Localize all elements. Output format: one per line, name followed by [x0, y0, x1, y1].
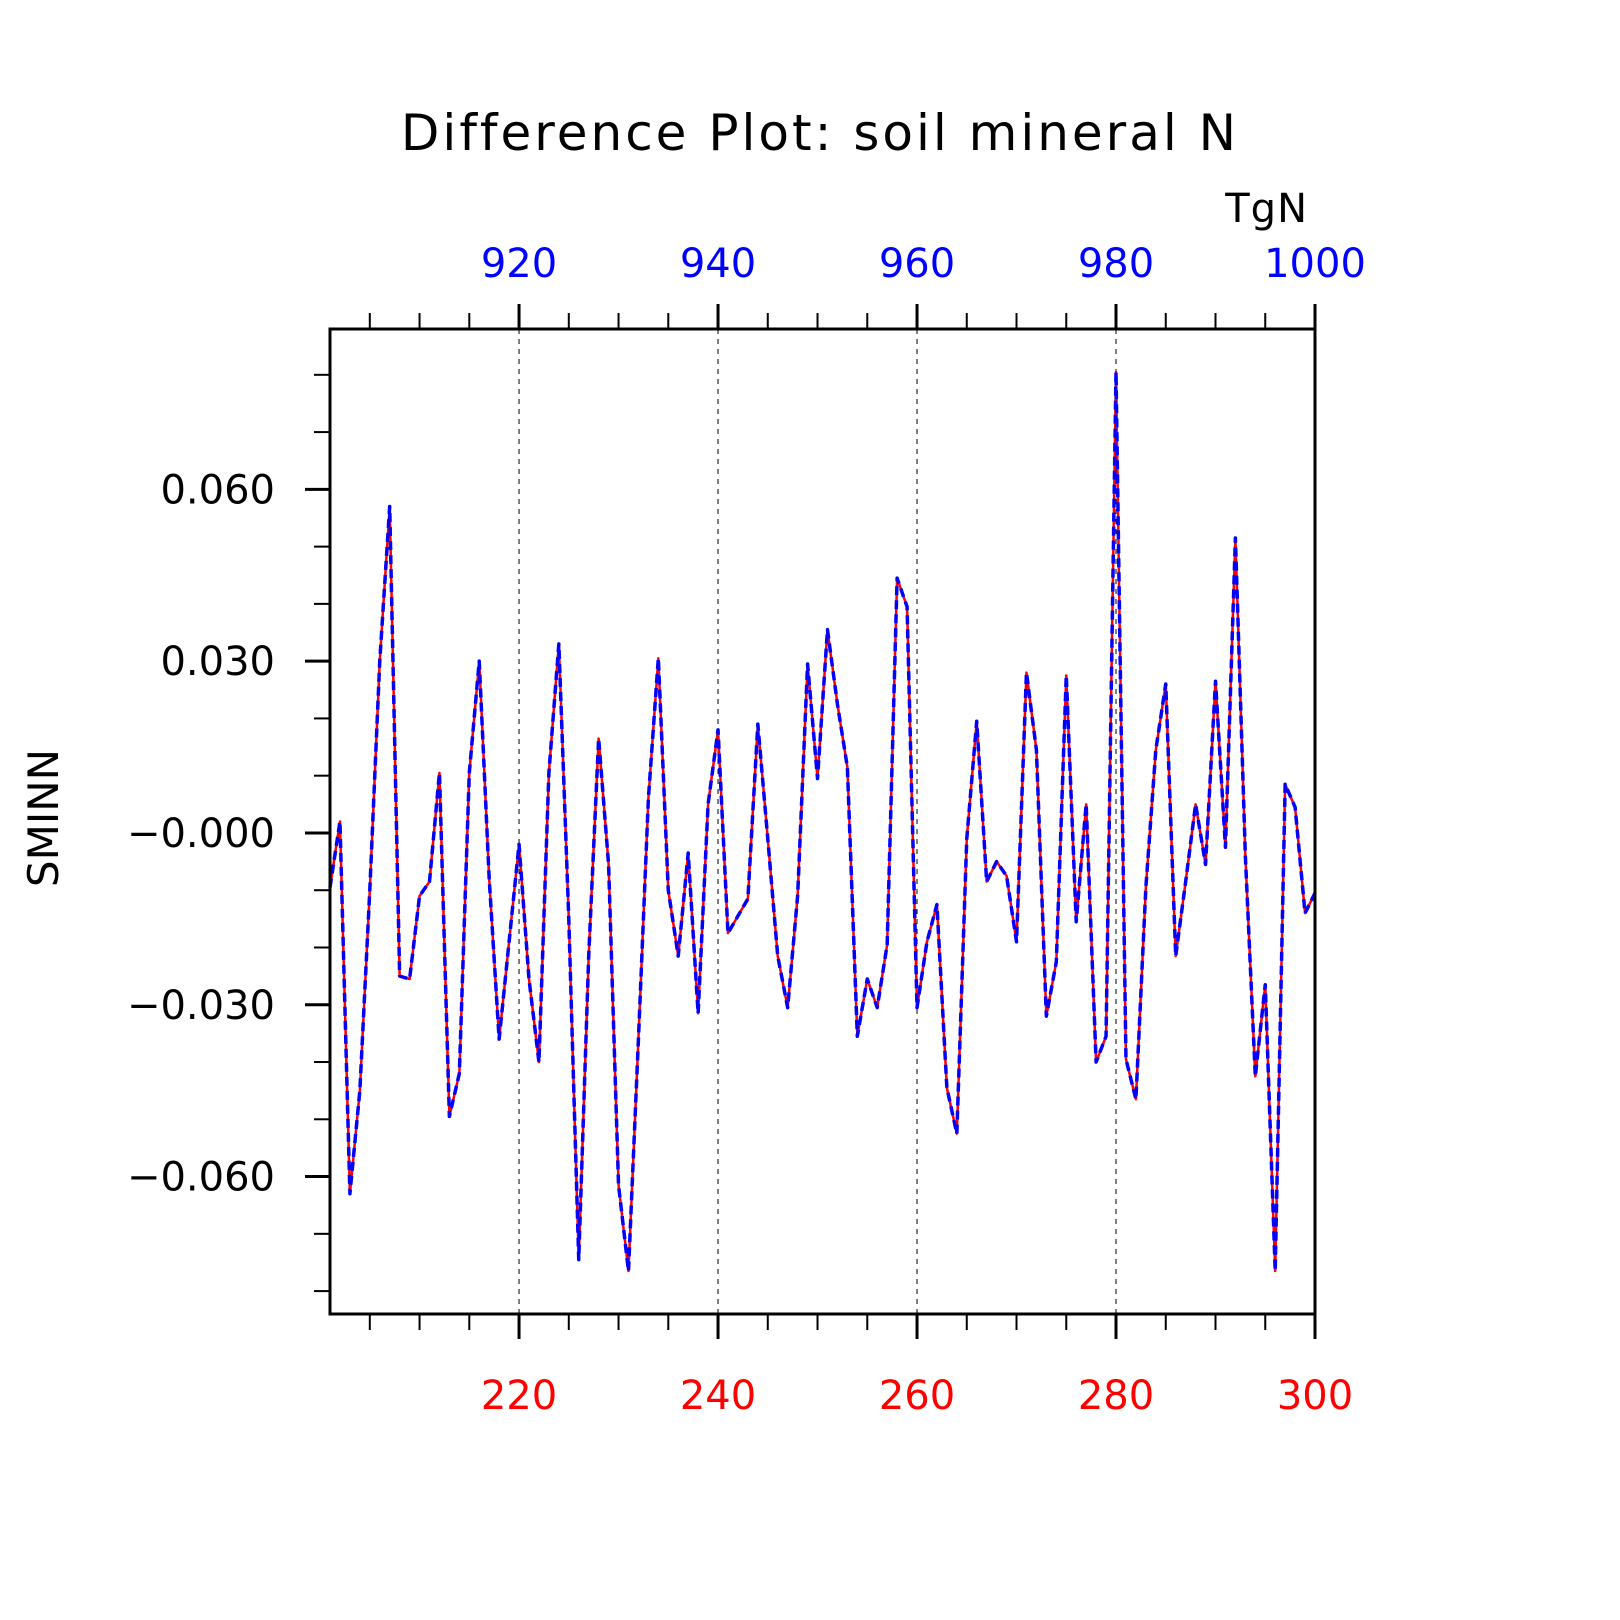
x-tick-label: 280 [1078, 1373, 1154, 1419]
y-axis-label: SMINN [19, 749, 68, 887]
x-tick-label: 260 [879, 1373, 955, 1419]
x2-tick-label: 980 [1078, 241, 1154, 287]
x2-tick-label: 920 [481, 241, 557, 287]
series-line-red-solid [328, 370, 1317, 1273]
y-tick-label: 0.060 [160, 467, 275, 513]
series-lines [328, 370, 1317, 1273]
x-tick-label: 300 [1277, 1373, 1353, 1419]
y-tick-label: −0.000 [127, 811, 275, 857]
units-label: TgN [1224, 186, 1308, 232]
x2-tick-label: 940 [680, 241, 756, 287]
series-line-blue-dashed [328, 370, 1317, 1273]
x-tick-label: 240 [680, 1373, 756, 1419]
grid-lines [518, 329, 1316, 1314]
x2-tick-label: 1000 [1264, 241, 1366, 287]
axis-ticks [305, 304, 1317, 1339]
plot-frame [328, 327, 1317, 1316]
x2-tick-label: 960 [879, 241, 955, 287]
y-tick-label: 0.030 [160, 639, 275, 685]
x-tick-label: 220 [481, 1373, 557, 1419]
y-tick-label: −0.060 [127, 1155, 275, 1201]
y-tick-label: −0.030 [127, 983, 275, 1029]
tick-labels: 220 240 260 280 300 920 940 960 980 1000 0.060 0.03… [127, 241, 1366, 1419]
chart-title: Difference Plot: soil mineral N [401, 104, 1239, 162]
